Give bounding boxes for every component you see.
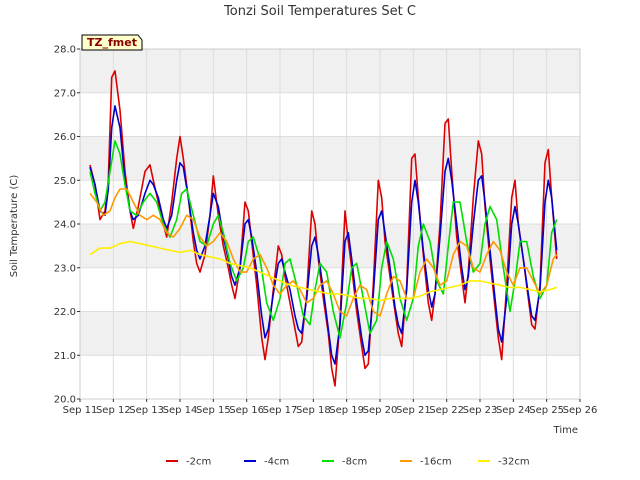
- x-tick-label: Sep 26: [563, 405, 598, 416]
- legend-label: -2cm: [186, 457, 211, 468]
- badge-box: [81, 34, 143, 51]
- badge: TZ_fmet: [81, 34, 143, 51]
- y-tick-label: 26.0: [54, 132, 76, 143]
- legend: -2cm -4cm -8cm -16cm -32cm: [166, 457, 530, 468]
- y-tick-label: 20.0: [54, 395, 76, 406]
- legend-item: -32cm: [478, 457, 530, 468]
- legend-label: -32cm: [498, 457, 530, 468]
- y-tick-label: 21.0: [54, 351, 76, 362]
- x-tick-label: Sep 11: [63, 405, 98, 416]
- y-tick-label: 25.0: [54, 176, 76, 187]
- legend-label: -4cm: [264, 457, 289, 468]
- y-tick-label: 23.0: [54, 263, 76, 274]
- plot-band: [80, 224, 580, 268]
- y-tick-label: 28.0: [54, 45, 76, 56]
- x-tick-label: Sep 16: [229, 405, 264, 416]
- legend-label: -16cm: [420, 457, 452, 468]
- plot-band: [80, 136, 580, 181]
- x-tick-label: Sep 21: [396, 405, 431, 416]
- badge-label: TZ_fmet: [87, 36, 137, 49]
- x-tick-label: Sep 23: [463, 405, 498, 416]
- legend-item: -2cm: [166, 457, 211, 468]
- legend-item: -8cm: [322, 457, 367, 468]
- x-tick-label: Sep 18: [296, 405, 331, 416]
- x-tick-label: Sep 22: [429, 405, 464, 416]
- series-line-4cmcm: [89, 105, 558, 365]
- x-tick-label: Sep 20: [363, 405, 398, 416]
- x-tick-label: Sep 24: [496, 405, 531, 416]
- legend-item: -16cm: [400, 457, 452, 468]
- x-tick-label: Sep 19: [329, 405, 364, 416]
- plot-band: [80, 49, 580, 93]
- x-axis-label: Time: [553, 425, 578, 436]
- x-tick-label: Sep 25: [529, 405, 564, 416]
- y-tick-label: 22.0: [54, 307, 76, 318]
- y-tick-labels: 20.0 21.0 22.0 23.0 24.0 25.0 26.0 27.0 28.0: [54, 45, 80, 406]
- series-line-8cmcm: [89, 140, 558, 339]
- x-tick-label: Sep 13: [129, 405, 164, 416]
- chart-title: Tonzi Soil Temperatures Set C: [223, 4, 416, 19]
- y-tick-label: 24.0: [54, 220, 76, 231]
- series-lines: [89, 70, 558, 387]
- legend-item: -4cm: [244, 457, 289, 468]
- y-axis-label: Soil Temperature (C): [9, 175, 20, 278]
- y-tick-label: 27.0: [54, 88, 76, 99]
- x-tick-label: Sep 12: [96, 405, 131, 416]
- x-tick-label: Sep 15: [196, 405, 231, 416]
- series-line-32cmcm: [89, 240, 557, 302]
- x-tick-label: Sep 17: [263, 405, 298, 416]
- legend-label: -8cm: [342, 457, 367, 468]
- x-tick-label: Sep 14: [163, 405, 198, 416]
- series-line-16cmcm: [89, 188, 558, 317]
